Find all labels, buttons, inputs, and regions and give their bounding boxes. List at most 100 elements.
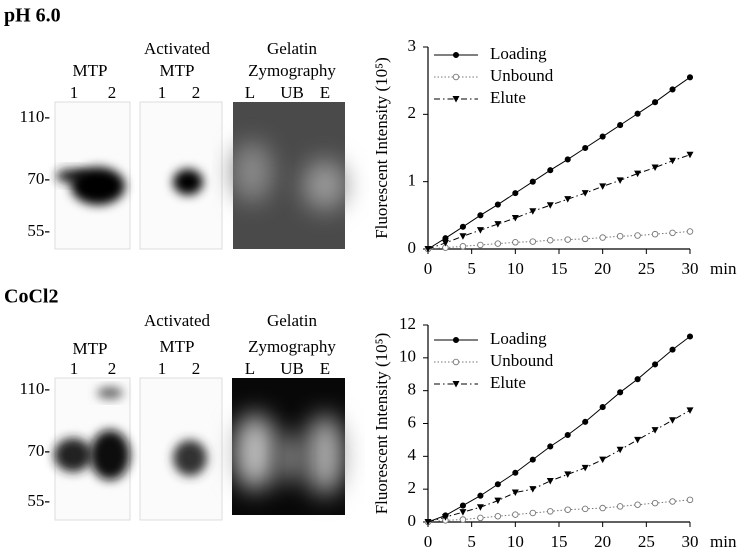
marker: [634, 376, 641, 383]
size-marker: 70-: [27, 441, 50, 460]
marker: [581, 505, 589, 513]
marker: [512, 511, 519, 518]
marker: [511, 489, 519, 496]
y-tick-label: 2: [408, 103, 417, 122]
marker: [652, 99, 659, 106]
marker: [686, 407, 694, 414]
series-line: [427, 409, 691, 523]
legend-label: Unbound: [490, 351, 554, 370]
marker: [494, 240, 502, 247]
marker: [669, 157, 677, 165]
x-tick-label: 5: [467, 532, 476, 551]
y-tick-label: 8: [408, 380, 417, 399]
lane-label: 1: [70, 359, 79, 378]
marker: [651, 230, 659, 238]
marker: [599, 504, 606, 512]
y-tick-label: 2: [408, 478, 417, 497]
marker: [452, 73, 460, 81]
lane-label: 1: [158, 83, 167, 102]
x-tick-label: 20: [594, 532, 611, 551]
marker: [477, 241, 484, 249]
marker: [581, 464, 589, 472]
marker: [686, 333, 694, 340]
y-tick-label: 0: [408, 511, 417, 530]
marker: [564, 431, 571, 439]
marker: [529, 486, 537, 493]
marker: [547, 167, 554, 174]
marker: [512, 469, 519, 476]
marker: [494, 201, 501, 208]
marker: [634, 170, 642, 178]
size-marker: 55-: [27, 491, 50, 510]
x-tick-label: 25: [638, 259, 655, 278]
blot-title: Activated: [144, 39, 211, 58]
marker: [529, 238, 537, 245]
marker: [599, 404, 606, 411]
marker: [669, 86, 676, 93]
marker: [459, 516, 467, 523]
marker: [529, 456, 536, 463]
marker: [616, 446, 624, 454]
marker: [547, 236, 554, 244]
series-line: [427, 230, 691, 250]
marker: [494, 497, 502, 505]
lane-label: 1: [158, 359, 167, 378]
marker: [459, 223, 466, 230]
x-tick-label: 20: [594, 259, 611, 278]
marker: [452, 51, 460, 59]
blot-title: Activated: [144, 311, 211, 330]
blot-images-bottom: [54, 377, 345, 521]
lane-label: 2: [192, 83, 201, 102]
marker: [452, 336, 460, 344]
blot-title: Gelatin: [267, 39, 318, 58]
legend-label: Unbound: [490, 66, 554, 85]
lane-label: 2: [192, 359, 201, 378]
panel-title: CoCl2: [4, 286, 58, 308]
marker: [547, 508, 554, 515]
series-line: [427, 336, 691, 523]
marker: [581, 190, 589, 197]
marker: [441, 239, 449, 247]
blot-title: MTP: [73, 61, 108, 80]
marker: [511, 215, 519, 222]
lane-label: 2: [108, 359, 117, 378]
series-line: [427, 154, 691, 250]
marker: [599, 456, 607, 464]
marker: [617, 122, 624, 129]
marker: [634, 110, 641, 117]
size-marker: 70-: [27, 169, 50, 188]
marker: [686, 74, 694, 81]
marker: [651, 499, 659, 507]
marker: [686, 151, 694, 159]
lane-label: L: [245, 83, 255, 102]
marker: [564, 156, 571, 163]
marker: [599, 183, 607, 190]
marker: [634, 232, 641, 239]
marker: [669, 498, 676, 505]
marker: [546, 477, 554, 485]
marker: [452, 96, 460, 103]
legend-label: Elute: [490, 88, 526, 107]
size-marker: 110-: [19, 379, 50, 398]
marker: [452, 381, 460, 388]
marker: [564, 196, 572, 203]
marker: [582, 144, 589, 152]
lane-label: 2: [108, 83, 117, 102]
x-tick-label: 15: [551, 532, 568, 551]
marker: [494, 513, 502, 520]
marker: [616, 503, 624, 510]
x-axis-label: min: [710, 532, 737, 551]
y-tick-label: 3: [408, 36, 417, 55]
marker: [616, 177, 624, 184]
marker: [476, 504, 484, 511]
y-tick-label: 6: [408, 412, 417, 431]
legend-label: Loading: [490, 44, 547, 63]
y-tick-label: 0: [408, 238, 417, 257]
marker: [459, 243, 467, 250]
marker: [581, 235, 589, 243]
marker: [477, 514, 484, 522]
marker: [599, 234, 606, 241]
marker: [459, 502, 466, 509]
marker: [441, 514, 449, 521]
marker: [494, 481, 501, 488]
